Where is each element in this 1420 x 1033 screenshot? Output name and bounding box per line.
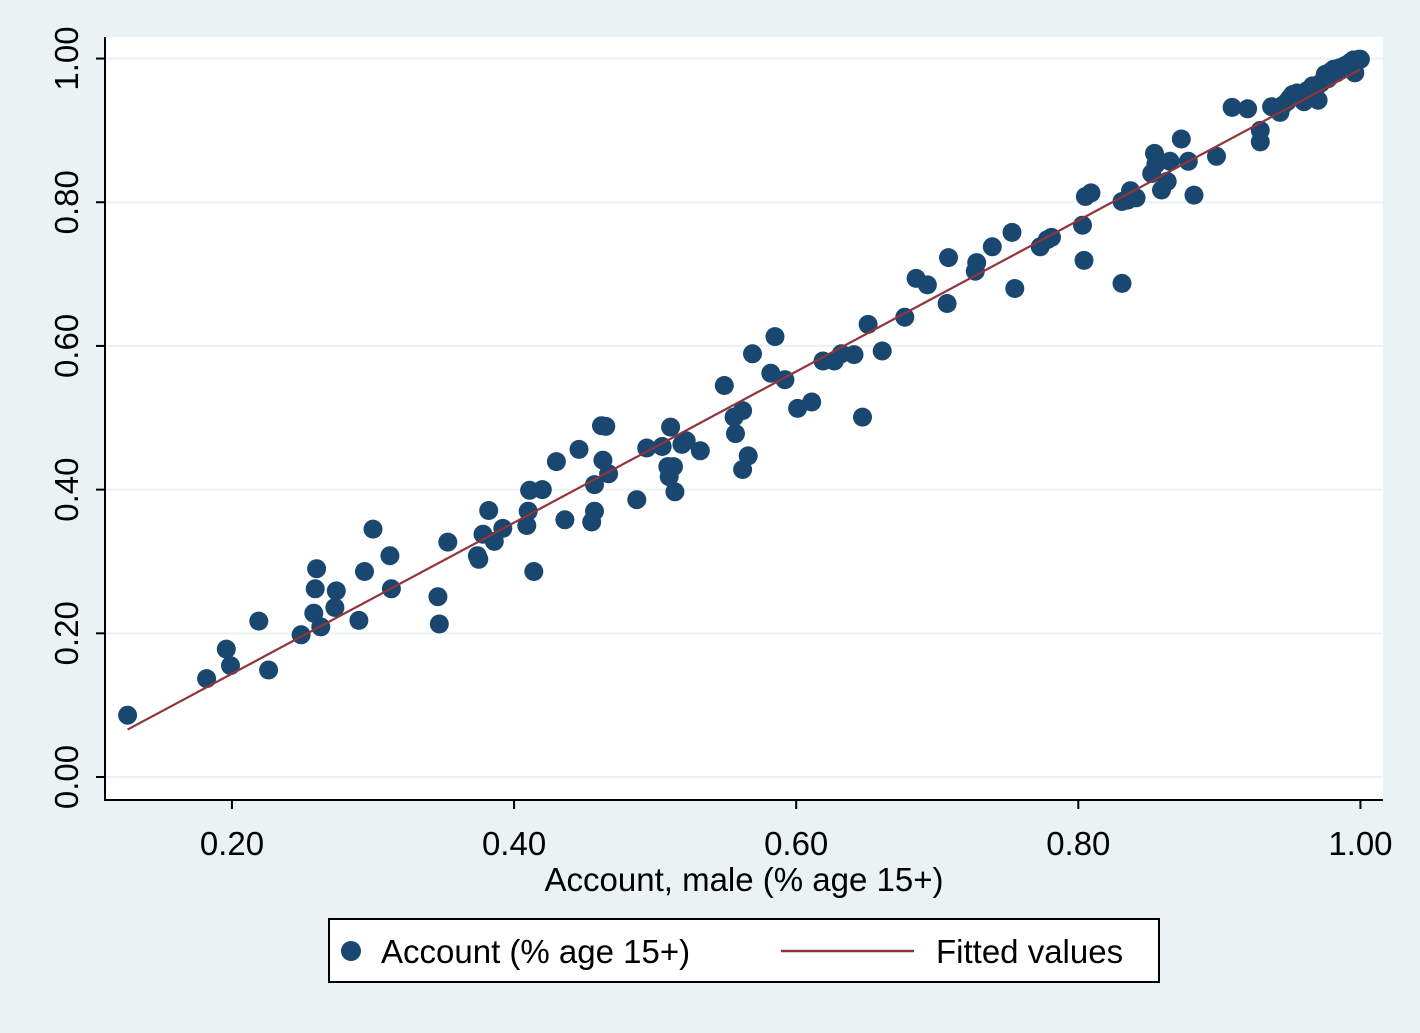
data-point — [221, 656, 240, 676]
data-point — [355, 562, 374, 581]
data-point — [858, 314, 878, 334]
data-point — [216, 639, 236, 659]
data-point — [1222, 97, 1242, 117]
data-point — [363, 519, 383, 539]
data-point — [1171, 129, 1191, 149]
fitted-line — [127, 68, 1361, 731]
data-point — [664, 457, 683, 477]
data-point — [967, 253, 987, 273]
data-point — [1184, 185, 1204, 205]
data-point — [569, 439, 589, 459]
data-point — [1081, 183, 1101, 203]
data-point — [428, 587, 448, 607]
data-point — [596, 416, 616, 436]
data-point — [939, 248, 958, 268]
data-point — [532, 480, 552, 500]
data-point — [982, 237, 1002, 257]
data-point — [895, 307, 915, 327]
data-point — [1160, 151, 1180, 171]
data-point — [1002, 222, 1022, 242]
data-point — [733, 401, 753, 421]
legend-box — [328, 918, 1160, 983]
data-point — [438, 532, 458, 552]
y-axis-ticks: 0.00 0.20 0.40 0.60 0.80 1.00 — [48, 26, 105, 809]
x-axis-title: Account, male (% age 15+) — [545, 861, 944, 898]
data-point — [1146, 154, 1166, 174]
legend-marker-icon — [341, 941, 361, 961]
data-point — [872, 341, 892, 361]
y-tick-label: 0.20 — [48, 601, 85, 665]
data-point — [1308, 90, 1328, 110]
y-tick-label: 0.60 — [48, 314, 85, 378]
data-point — [197, 669, 217, 689]
data-point — [917, 275, 937, 295]
data-point — [761, 363, 781, 383]
data-point — [738, 446, 758, 466]
data-point — [765, 327, 785, 347]
data-point — [1005, 279, 1025, 298]
data-point — [326, 581, 346, 601]
data-point — [380, 546, 400, 566]
fit-line-group — [127, 68, 1361, 731]
data-point — [546, 452, 566, 472]
data-point — [259, 660, 279, 680]
x-tick-label: 0.80 — [1046, 825, 1110, 862]
data-point — [726, 424, 745, 444]
y-tick-label: 0.00 — [48, 745, 85, 809]
data-point — [518, 501, 538, 521]
x-axis-ticks: 0.20 0.40 0.60 0.80 1.00 — [200, 800, 1393, 862]
data-point — [349, 610, 369, 630]
data-point — [555, 510, 575, 530]
data-point — [661, 417, 681, 437]
data-point — [1250, 132, 1270, 152]
data-point — [1126, 188, 1146, 208]
data-point — [585, 501, 604, 521]
scatter-points — [118, 49, 1370, 725]
data-point — [937, 294, 957, 313]
data-point — [844, 345, 864, 365]
data-point — [743, 344, 762, 364]
data-point — [305, 579, 325, 599]
x-tick-label: 0.60 — [764, 825, 828, 862]
data-point — [802, 392, 822, 412]
data-point — [714, 376, 734, 395]
data-point — [1074, 250, 1094, 270]
data-point — [599, 464, 619, 484]
legend: Account (% age 15+) Fitted values — [328, 918, 1160, 983]
legend-label-account: Account (% age 15+) — [381, 933, 690, 970]
data-point — [1112, 273, 1132, 293]
x-tick-label: 1.00 — [1328, 825, 1392, 862]
data-point — [585, 475, 604, 495]
x-tick-label: 0.20 — [200, 825, 264, 862]
data-point — [469, 549, 489, 569]
y-tick-label: 0.40 — [48, 458, 85, 522]
data-point — [307, 559, 327, 579]
data-point — [249, 611, 269, 631]
data-point — [118, 705, 138, 725]
data-point — [637, 438, 657, 458]
data-point — [479, 501, 499, 520]
data-point — [429, 614, 449, 634]
data-point — [1350, 49, 1370, 69]
data-point — [676, 431, 696, 451]
data-point — [665, 482, 685, 502]
data-point — [1238, 99, 1258, 119]
data-point — [524, 562, 544, 581]
data-point — [1207, 146, 1226, 166]
legend-label-fitted: Fitted values — [936, 933, 1123, 970]
data-point — [853, 407, 872, 427]
data-point — [325, 598, 345, 617]
y-tick-label: 0.80 — [48, 170, 85, 234]
data-point — [1157, 171, 1177, 191]
y-tick-label: 1.00 — [48, 26, 85, 90]
data-point — [517, 516, 537, 535]
x-tick-label: 0.40 — [482, 825, 546, 862]
data-point — [627, 490, 647, 510]
data-point — [690, 441, 710, 461]
